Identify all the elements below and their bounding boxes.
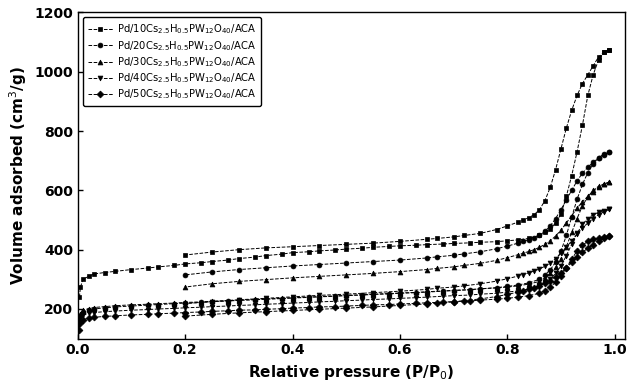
Pd/40Cs$_{2.5}$H$_{0.5}$PW$_{12}$O$_{40}$/ACA [359,298,366,302]
Pd/20Cs$_{2.5}$H$_{0.5}$PW$_{12}$O$_{40}$/ACA [584,170,592,175]
Pd/10Cs$_{2.5}$H$_{0.5}$PW$_{12}$O$_{40}$/ACA [76,295,83,300]
Pd/30Cs$_{2.5}$H$_{0.5}$PW$_{12}$O$_{40}$/ACA [90,305,98,310]
Pd/30Cs$_{2.5}$H$_{0.5}$PW$_{12}$O$_{40}$/ACA [450,288,457,293]
Pd/10Cs$_{2.5}$H$_{0.5}$PW$_{12}$O$_{40}$/ACA [584,93,592,98]
Pd/20Cs$_{2.5}$H$_{0.5}$PW$_{12}$O$_{40}$/ACA [278,296,286,301]
Line: Pd/50Cs$_{2.5}$H$_{0.5}$PW$_{12}$O$_{40}$/ACA: Pd/50Cs$_{2.5}$H$_{0.5}$PW$_{12}$O$_{40}… [77,234,612,332]
Pd/10Cs$_{2.5}$H$_{0.5}$PW$_{12}$O$_{40}$/ACA [90,272,98,276]
Pd/20Cs$_{2.5}$H$_{0.5}$PW$_{12}$O$_{40}$/ACA [76,320,83,325]
Pd/20Cs$_{2.5}$H$_{0.5}$PW$_{12}$O$_{40}$/ACA [90,307,98,311]
Line: Pd/20Cs$_{2.5}$H$_{0.5}$PW$_{12}$O$_{40}$/ACA: Pd/20Cs$_{2.5}$H$_{0.5}$PW$_{12}$O$_{40}… [77,150,612,325]
Pd/50Cs$_{2.5}$H$_{0.5}$PW$_{12}$O$_{40}$/ACA [606,234,613,239]
Pd/50Cs$_{2.5}$H$_{0.5}$PW$_{12}$O$_{40}$/ACA [90,315,98,320]
Line: Pd/30Cs$_{2.5}$H$_{0.5}$PW$_{12}$O$_{40}$/ACA: Pd/30Cs$_{2.5}$H$_{0.5}$PW$_{12}$O$_{40}… [77,180,612,324]
Pd/50Cs$_{2.5}$H$_{0.5}$PW$_{12}$O$_{40}$/ACA [359,303,366,308]
Pd/50Cs$_{2.5}$H$_{0.5}$PW$_{12}$O$_{40}$/ACA [584,239,592,244]
Pd/40Cs$_{2.5}$H$_{0.5}$PW$_{12}$O$_{40}$/ACA [606,207,613,212]
Pd/20Cs$_{2.5}$H$_{0.5}$PW$_{12}$O$_{40}$/ACA [359,293,366,297]
Pd/10Cs$_{2.5}$H$_{0.5}$PW$_{12}$O$_{40}$/ACA [606,47,613,52]
Pd/40Cs$_{2.5}$H$_{0.5}$PW$_{12}$O$_{40}$/ACA [278,301,286,306]
Pd/20Cs$_{2.5}$H$_{0.5}$PW$_{12}$O$_{40}$/ACA [477,286,485,291]
Pd/30Cs$_{2.5}$H$_{0.5}$PW$_{12}$O$_{40}$/ACA [606,180,613,184]
Pd/20Cs$_{2.5}$H$_{0.5}$PW$_{12}$O$_{40}$/ACA [450,288,457,293]
Pd/40Cs$_{2.5}$H$_{0.5}$PW$_{12}$O$_{40}$/ACA [90,310,98,315]
Pd/50Cs$_{2.5}$H$_{0.5}$PW$_{12}$O$_{40}$/ACA [477,298,485,302]
Line: Pd/40Cs$_{2.5}$H$_{0.5}$PW$_{12}$O$_{40}$/ACA: Pd/40Cs$_{2.5}$H$_{0.5}$PW$_{12}$O$_{40}… [77,207,612,327]
Pd/50Cs$_{2.5}$H$_{0.5}$PW$_{12}$O$_{40}$/ACA [76,328,83,332]
Pd/30Cs$_{2.5}$H$_{0.5}$PW$_{12}$O$_{40}$/ACA [584,194,592,199]
X-axis label: Relative pressure (P/P$_0$): Relative pressure (P/P$_0$) [248,363,455,382]
Pd/30Cs$_{2.5}$H$_{0.5}$PW$_{12}$O$_{40}$/ACA [278,296,286,301]
Line: Pd/10Cs$_{2.5}$H$_{0.5}$PW$_{12}$O$_{40}$/ACA: Pd/10Cs$_{2.5}$H$_{0.5}$PW$_{12}$O$_{40}… [77,47,612,300]
Pd/30Cs$_{2.5}$H$_{0.5}$PW$_{12}$O$_{40}$/ACA [477,286,485,291]
Pd/40Cs$_{2.5}$H$_{0.5}$PW$_{12}$O$_{40}$/ACA [584,216,592,221]
Legend: Pd/10Cs$_{2.5}$H$_{0.5}$PW$_{12}$O$_{40}$/ACA, Pd/20Cs$_{2.5}$H$_{0.5}$PW$_{12}$: Pd/10Cs$_{2.5}$H$_{0.5}$PW$_{12}$O$_{40}… [83,18,262,107]
Pd/10Cs$_{2.5}$H$_{0.5}$PW$_{12}$O$_{40}$/ACA [278,252,286,256]
Pd/10Cs$_{2.5}$H$_{0.5}$PW$_{12}$O$_{40}$/ACA [359,246,366,251]
Pd/50Cs$_{2.5}$H$_{0.5}$PW$_{12}$O$_{40}$/ACA [450,299,457,304]
Y-axis label: Volume adsorbed (cm$^3$/g): Volume adsorbed (cm$^3$/g) [7,66,29,285]
Pd/10Cs$_{2.5}$H$_{0.5}$PW$_{12}$O$_{40}$/ACA [477,240,485,245]
Pd/40Cs$_{2.5}$H$_{0.5}$PW$_{12}$O$_{40}$/ACA [450,293,457,298]
Pd/40Cs$_{2.5}$H$_{0.5}$PW$_{12}$O$_{40}$/ACA [477,292,485,296]
Pd/30Cs$_{2.5}$H$_{0.5}$PW$_{12}$O$_{40}$/ACA [359,293,366,297]
Pd/20Cs$_{2.5}$H$_{0.5}$PW$_{12}$O$_{40}$/ACA [606,150,613,155]
Pd/50Cs$_{2.5}$H$_{0.5}$PW$_{12}$O$_{40}$/ACA [278,307,286,311]
Pd/40Cs$_{2.5}$H$_{0.5}$PW$_{12}$O$_{40}$/ACA [76,322,83,327]
Pd/30Cs$_{2.5}$H$_{0.5}$PW$_{12}$O$_{40}$/ACA [76,319,83,324]
Pd/10Cs$_{2.5}$H$_{0.5}$PW$_{12}$O$_{40}$/ACA [450,241,457,246]
